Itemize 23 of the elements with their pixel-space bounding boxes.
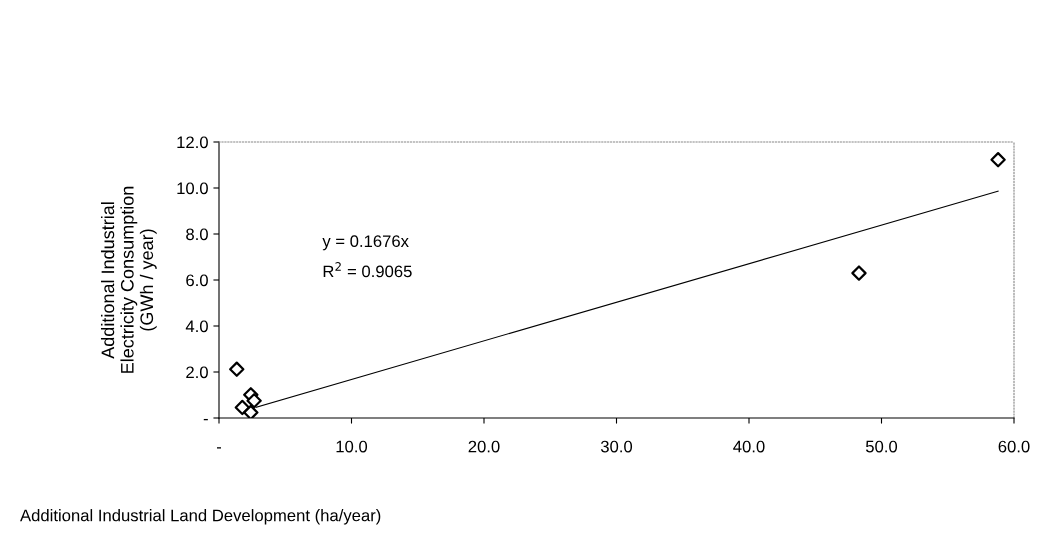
point — [234, 399, 251, 416]
annotation: y = 0.1676x — [322, 235, 409, 251]
y-tick-label: 8.0 — [186, 228, 208, 241]
x-tick-label: 40.0 — [733, 440, 765, 453]
y-tick-label: - — [203, 418, 208, 421]
y-axis-title: Additional Industrial Electricity Consumption (GWh / year) — [100, 186, 157, 373]
y-tick-label: 2.0 — [186, 366, 208, 379]
annotation: R$^{2}$ = 0.9065 — [323, 262, 412, 278]
y-tick-label: 6.0 — [186, 274, 208, 287]
x-axis-title: Additional Industrial Land Development (ha/year) — [20, 509, 381, 525]
point — [246, 393, 262, 409]
point — [990, 152, 1006, 168]
point — [851, 265, 867, 281]
x-tick-label: 30.0 — [600, 440, 633, 453]
point — [243, 404, 259, 418]
y-tick-label: 10.0 — [177, 182, 208, 195]
y-tick-label: 4.0 — [185, 320, 208, 333]
y-tick-label: 12.0 — [177, 136, 208, 149]
x-tick-label: 50.0 — [865, 440, 898, 453]
x-tick-label: 20.0 — [468, 440, 500, 453]
x-tick-label: 10.0 — [336, 440, 368, 453]
point — [229, 361, 245, 377]
x-tick-label: 60.0 — [998, 440, 1030, 453]
